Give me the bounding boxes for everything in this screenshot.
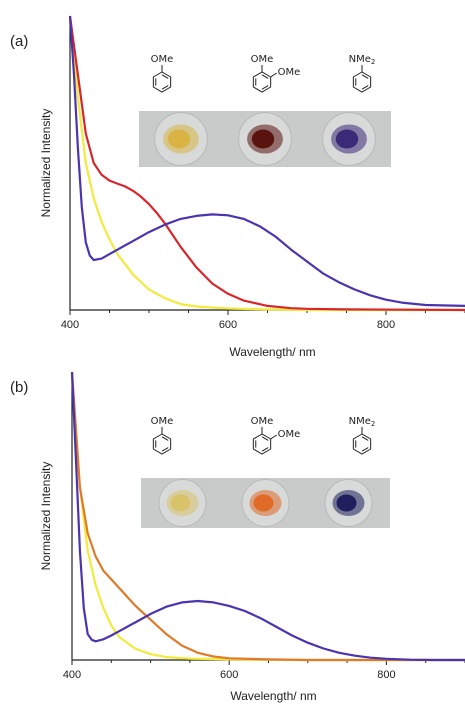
substituent-label: OMe xyxy=(151,416,174,427)
x-axis-label: Wavelength/ nm xyxy=(229,345,315,359)
benzene-ring-double-bond xyxy=(161,74,169,79)
series-line-1 xyxy=(68,15,465,312)
x-tick-label: 600 xyxy=(220,669,238,681)
series-line-2 xyxy=(70,371,465,662)
benzene-ring-double-bond xyxy=(361,447,369,452)
y-axis-label: Normalized Intensity xyxy=(39,109,53,218)
sample-spot xyxy=(336,494,357,512)
substituent-label: OMe xyxy=(278,67,301,78)
sample-photo xyxy=(139,111,391,167)
x-tick-label: 400 xyxy=(61,319,79,331)
chart-panel-b: (b) 400 600 800 Wavelength/ nm Normalized Int… xyxy=(10,371,465,703)
benzene-ring-double-bond xyxy=(161,436,169,441)
substituent-label: OMe xyxy=(278,429,301,440)
substituent-label-subscript: 2 xyxy=(371,58,375,66)
substituent-bond xyxy=(270,434,277,440)
x-tick-label: 400 xyxy=(63,669,81,681)
x-axis-label: Wavelength/ nm xyxy=(230,689,316,703)
benzene-ring-double-bond xyxy=(261,447,269,452)
benzene-ring-double-bond xyxy=(261,436,269,441)
benzene-ring-double-bond xyxy=(161,85,169,90)
series-line-3 xyxy=(70,371,465,662)
substituent-label: OMe xyxy=(251,416,274,427)
substituent-label-main: NMe xyxy=(349,416,371,427)
molecule-1: OMe xyxy=(151,416,174,455)
benzene-ring xyxy=(352,433,372,455)
molecule-2: OMe OMe xyxy=(251,54,301,93)
sample-spot xyxy=(335,129,359,149)
molecule-1: OMe xyxy=(151,54,174,93)
panel-label: (b) xyxy=(10,379,28,396)
benzene-ring-double-bond xyxy=(361,85,369,90)
substituent-label: OMe xyxy=(151,54,174,65)
series-line-1 xyxy=(70,371,465,662)
molecule-3: NMe2 xyxy=(349,54,376,93)
sample-photo xyxy=(141,478,390,528)
panel-label: (a) xyxy=(10,33,28,50)
substituent-label: NMe2 xyxy=(349,54,376,66)
sample-spot xyxy=(170,494,191,512)
y-axis-label: Normalized Intensity xyxy=(39,462,53,571)
series-line-3 xyxy=(68,15,465,307)
benzene-ring xyxy=(152,71,172,93)
benzene-ring-double-bond xyxy=(261,85,269,90)
benzene-ring xyxy=(352,71,372,93)
benzene-ring-double-bond xyxy=(361,74,369,79)
benzene-ring-double-bond xyxy=(161,447,169,452)
chart-panel-a: (a) 400 600 800 Wavelength/ nm Normalized Int… xyxy=(10,15,465,359)
series-line-2 xyxy=(68,15,465,312)
sample-spot xyxy=(251,129,275,149)
substituent-label: NMe2 xyxy=(349,416,376,428)
sample-spot xyxy=(167,129,191,149)
x-tick-label: 800 xyxy=(377,319,395,331)
x-tick-label: 800 xyxy=(377,669,395,681)
x-tick-label: 600 xyxy=(219,319,237,331)
substituent-label: OMe xyxy=(251,54,274,65)
benzene-ring-double-bond xyxy=(261,74,269,79)
molecule-3: NMe2 xyxy=(349,416,376,455)
substituent-bond xyxy=(270,72,277,78)
substituent-label-main: NMe xyxy=(349,54,371,65)
sample-spot xyxy=(253,494,274,512)
benzene-ring xyxy=(152,433,172,455)
molecule-2: OMe OMe xyxy=(251,416,301,455)
substituent-label-subscript: 2 xyxy=(371,420,375,428)
benzene-ring-double-bond xyxy=(361,436,369,441)
